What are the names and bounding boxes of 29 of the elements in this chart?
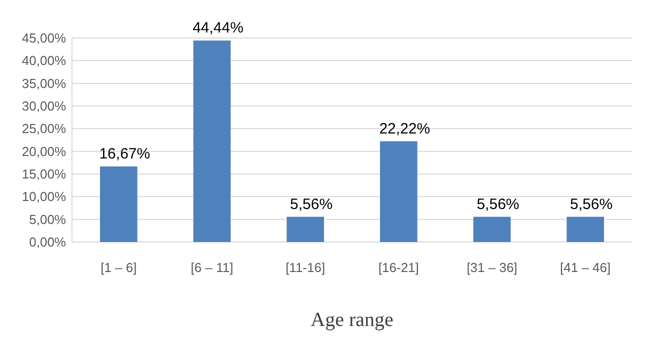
y-tick-label: 25,00% bbox=[22, 121, 66, 136]
y-tick-label: 15,00% bbox=[22, 166, 66, 182]
x-tick-label: [16-21] bbox=[378, 260, 419, 275]
bar bbox=[286, 216, 324, 242]
data-label: 5,56% bbox=[290, 196, 333, 213]
bar bbox=[100, 166, 138, 242]
y-tick-label: 35,00% bbox=[22, 76, 66, 91]
data-label: 22,22% bbox=[379, 120, 430, 138]
y-tick-label: 30,00% bbox=[22, 98, 66, 114]
bar bbox=[566, 216, 604, 242]
data-label: 5,56% bbox=[570, 196, 613, 213]
y-tick-label: 5,00% bbox=[29, 212, 66, 227]
x-axis-title: Age range bbox=[310, 309, 394, 331]
data-label: 5,56% bbox=[476, 196, 520, 213]
y-tick-label: 20,00% bbox=[22, 144, 66, 159]
bar bbox=[193, 40, 231, 242]
x-tick-label: [41 – 46] bbox=[560, 260, 611, 275]
data-label: 44,44% bbox=[192, 20, 244, 37]
x-tick-label: [11-16] bbox=[286, 260, 326, 275]
y-tick-label: 10,00% bbox=[22, 189, 66, 204]
x-tick-label: [1 – 6] bbox=[100, 260, 137, 275]
bar bbox=[380, 141, 418, 242]
x-tick-label: [31 – 36] bbox=[466, 260, 518, 275]
y-tick-label: 45,00% bbox=[22, 30, 66, 46]
y-tick-label: 40,00% bbox=[22, 53, 66, 68]
y-tick-label: 0,00% bbox=[29, 234, 66, 250]
x-tick-label: [6 – 11] bbox=[190, 260, 234, 275]
data-label: 16,67% bbox=[99, 145, 150, 162]
bar bbox=[473, 216, 511, 242]
